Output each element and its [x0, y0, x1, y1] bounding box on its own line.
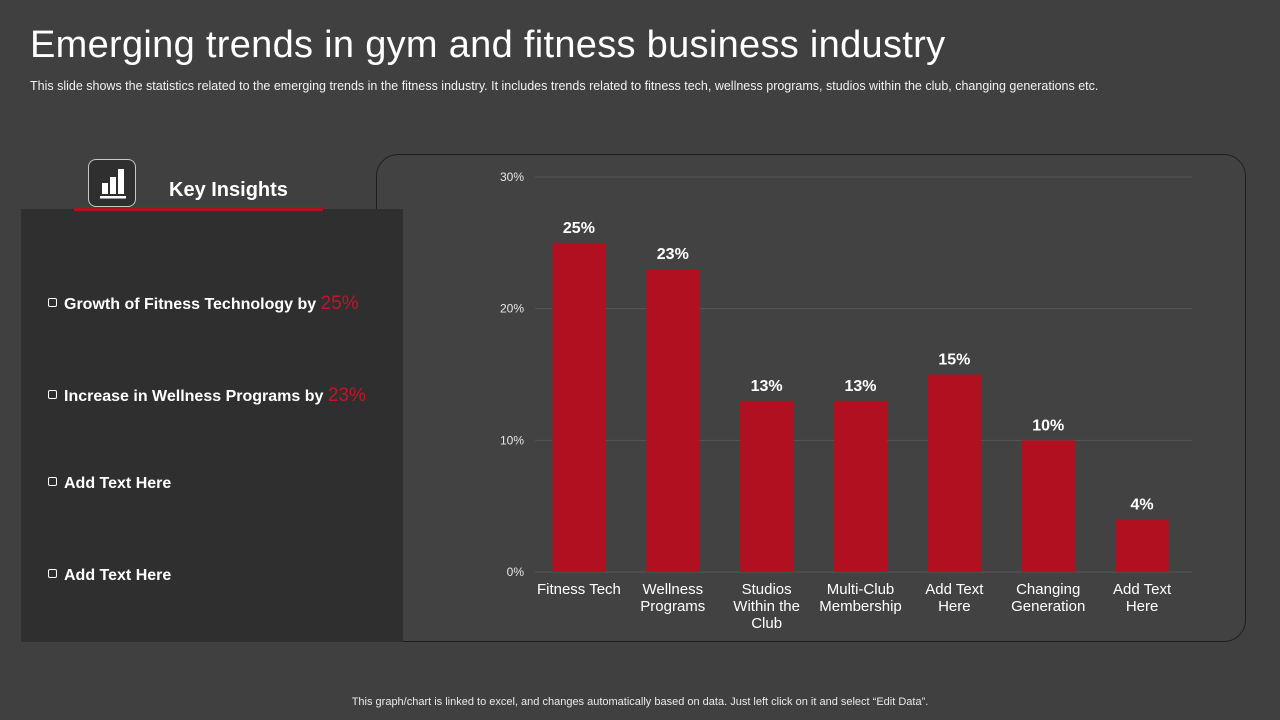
insight-text: Add Text Here: [64, 475, 172, 492]
x-tick-label: Wellness Programs: [640, 581, 705, 615]
bullet-icon: [48, 390, 57, 399]
insight-item-4: Add Text Here: [48, 567, 171, 585]
x-tick-label-line: Here: [938, 598, 971, 615]
bar: [834, 400, 887, 572]
y-tick-label: 0%: [507, 565, 525, 579]
data-label: 15%: [938, 352, 970, 369]
x-tick-label-line: Changing: [1016, 581, 1080, 598]
data-label: 23%: [657, 246, 689, 263]
page-subtitle: This slide shows the statistics related …: [30, 79, 1099, 93]
data-label: 4%: [1131, 496, 1154, 513]
footer-note: This graph/chart is linked to excel, and…: [351, 696, 929, 708]
x-tick-label: Multi-Club Membership: [819, 581, 902, 615]
x-tick-label-line: Add Text: [925, 581, 984, 598]
x-tick-label-line: Add Text: [1113, 581, 1172, 598]
x-tick-label-line: Wellness: [642, 581, 703, 598]
x-tick-label: Add Text Here: [925, 581, 984, 615]
bar-chart-icon: [88, 159, 136, 207]
data-label: 25%: [563, 220, 595, 237]
bullet-icon: [48, 569, 57, 578]
y-tick-label: 30%: [500, 170, 524, 184]
page-title: Emerging trends in gym and fitness busin…: [30, 24, 946, 66]
bar: [927, 374, 981, 572]
insight-highlight: 25%: [320, 293, 359, 314]
data-label: 13%: [844, 378, 876, 395]
bar: [1021, 440, 1075, 572]
data-label: 10%: [1032, 417, 1064, 434]
x-tick-label: Studios Within the Club: [733, 581, 800, 632]
x-tick-label-line: Generation: [1011, 598, 1085, 615]
bullet-icon: [48, 477, 57, 486]
bar: [1115, 519, 1169, 572]
insight-item-1: Growth of Fitness Technology by 25%: [48, 293, 359, 315]
bullet-icon: [48, 298, 57, 307]
x-tick-label: Changing Generation: [1011, 581, 1085, 615]
insight-text: Increase in Wellness Programs by: [64, 388, 328, 405]
insight-item-2: Increase in Wellness Programs by 23%: [48, 385, 366, 407]
key-insights-heading: Key Insights: [169, 179, 288, 201]
data-label: 13%: [751, 378, 783, 395]
insights-panel: [21, 209, 403, 642]
y-tick-label: 10%: [500, 433, 524, 447]
x-tick-label-line: Here: [1126, 598, 1159, 615]
chart-panel: [376, 154, 1246, 642]
insight-text: Growth of Fitness Technology by: [64, 296, 321, 313]
y-tick-label: 20%: [500, 302, 524, 316]
bar: [646, 269, 700, 572]
x-tick-label-line: Membership: [819, 598, 902, 615]
insight-item-3: Add Text Here: [48, 475, 171, 493]
x-tick-label: Fitness Tech: [537, 581, 621, 598]
x-tick-label-line: Studios: [742, 581, 792, 598]
key-insights-underline: [74, 207, 323, 211]
bar: [740, 400, 794, 572]
insight-text: Add Text Here: [64, 567, 172, 584]
x-tick-label: Add Text Here: [1113, 581, 1172, 615]
bar: [552, 242, 606, 573]
x-tick-label-line: Multi-Club: [827, 581, 895, 598]
insight-highlight: 23%: [327, 385, 366, 406]
x-tick-label-line: Programs: [640, 598, 705, 615]
x-tick-label-line: Club: [751, 615, 782, 632]
x-tick-label-line: Fitness Tech: [537, 581, 621, 598]
x-tick-label-line: Within the: [733, 598, 800, 615]
